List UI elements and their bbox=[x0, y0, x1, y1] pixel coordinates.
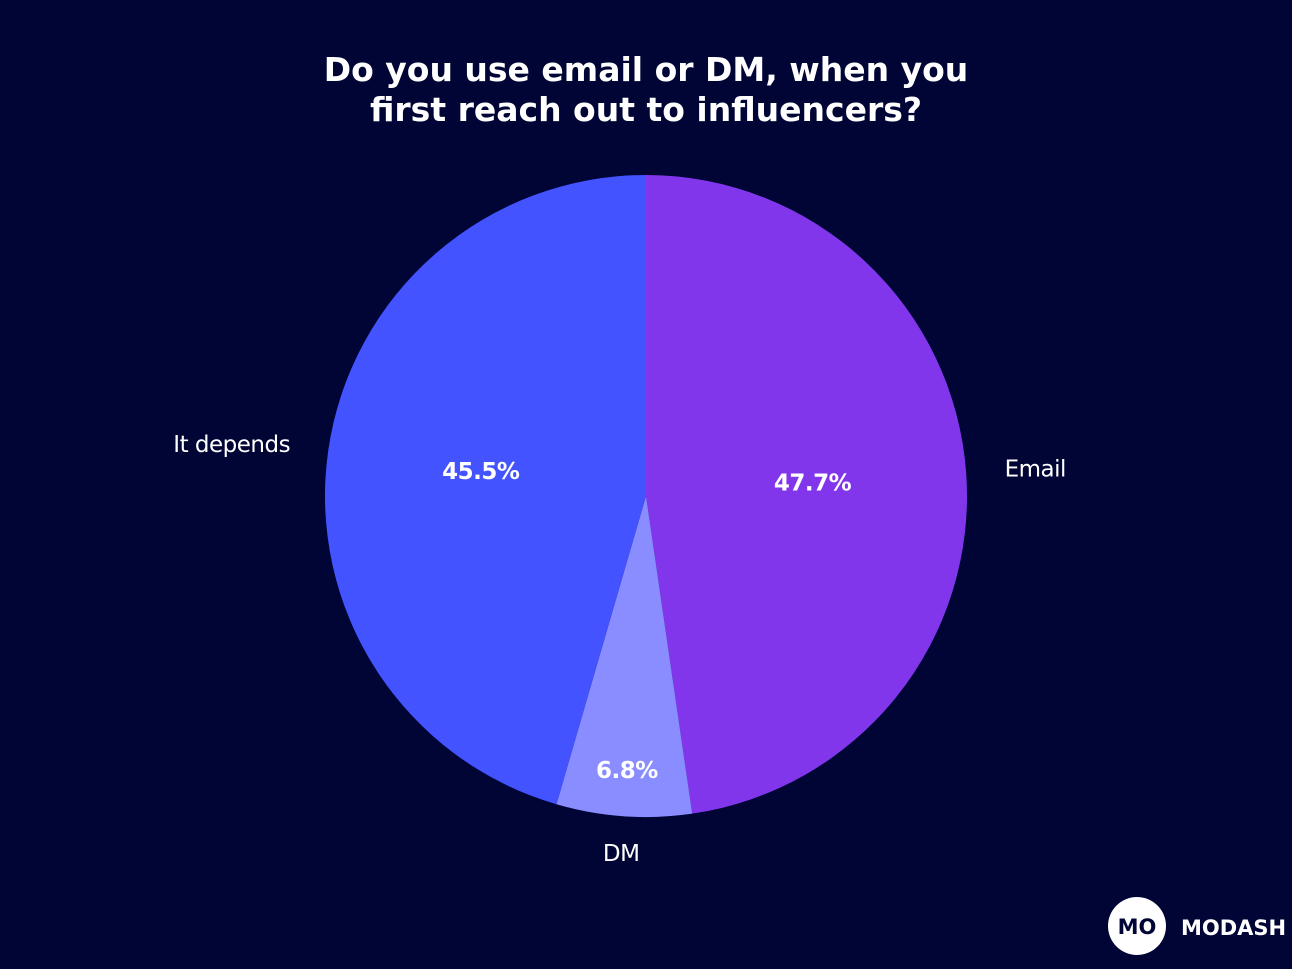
logo-circle bbox=[1108, 897, 1166, 955]
pie-slice bbox=[324, 175, 646, 805]
value-label: 45.5% bbox=[442, 459, 520, 485]
chart-title: Do you use email or DM, when you first r… bbox=[323, 50, 969, 129]
logo-text: MODASH bbox=[1181, 916, 1286, 940]
value-label: 6.8% bbox=[596, 758, 658, 784]
pie-slice bbox=[646, 175, 967, 814]
pie-slice bbox=[556, 496, 693, 818]
logo-mark: MO bbox=[1118, 915, 1157, 939]
category-label: Email bbox=[1005, 457, 1066, 483]
category-label: DM bbox=[603, 841, 640, 867]
category-label: It depends bbox=[173, 432, 290, 458]
value-label: 47.7% bbox=[774, 470, 852, 496]
